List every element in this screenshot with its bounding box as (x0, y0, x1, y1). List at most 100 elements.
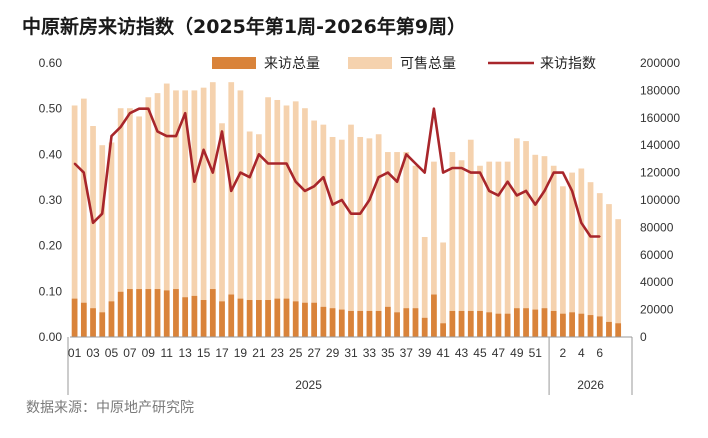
bar-visits-2025-51 (532, 309, 539, 337)
point-index-2025-32 (359, 212, 362, 215)
bar-visits-2025-14 (191, 295, 198, 337)
year-label-2025: 2025 (295, 378, 322, 392)
bar-visits-2025-34 (375, 310, 382, 337)
bar-inventory-2025-33 (366, 138, 373, 337)
bar-inventory-2025-26 (302, 108, 308, 338)
bar-visits-2025-25 (292, 301, 299, 337)
bar-inventory-2025-47 (495, 161, 502, 337)
legend-swatch-inventory (348, 57, 392, 69)
bar-inventory-2026-01 (550, 165, 557, 337)
chart-title: 中原新房来访指数（2025年第1周-2026年第9周） (22, 16, 467, 38)
bar-visits-2025-18 (228, 294, 235, 337)
point-index-2025-27 (313, 185, 316, 188)
point-index-2025-48 (506, 180, 509, 183)
x-tick-label: 33 (363, 346, 377, 360)
bar-visits-2025-22 (265, 300, 271, 337)
bar-visits-2025-46 (486, 312, 493, 337)
point-index-2025-12 (175, 135, 177, 137)
bar-inventory-2025-38 (412, 165, 419, 337)
point-index-2025-40 (433, 107, 435, 110)
bar-visits-2025-17 (219, 301, 225, 337)
x-tick-label: 19 (234, 346, 248, 360)
bar-inventory-2025-36 (394, 152, 400, 337)
y-left-tick-label: 0.10 (39, 284, 63, 298)
point-index-2025-51 (534, 203, 537, 206)
bar-inventory-2025-03 (90, 126, 96, 338)
bar-inventory-2025-20 (246, 131, 253, 337)
legend-label-index: 来访指数 (540, 56, 596, 72)
bar-visits-2025-04 (99, 312, 106, 337)
point-index-2025-09 (147, 107, 150, 110)
point-index-2025-33 (368, 199, 371, 201)
bar-visits-2025-48 (504, 313, 511, 337)
point-index-2025-36 (396, 180, 398, 183)
bar-inventory-2025-49 (513, 138, 520, 337)
bar-inventory-2025-24 (283, 105, 290, 337)
x-tick-label: 39 (418, 346, 432, 360)
bar-inventory-2025-18 (228, 82, 235, 338)
y-right-tick-label: 180000 (640, 83, 680, 97)
bar-inventory-2025-39 (421, 236, 428, 337)
bar-visits-2025-43 (458, 310, 465, 337)
bar-inventory-2025-23 (274, 99, 281, 338)
point-index-2025-10 (156, 130, 159, 133)
year-label-2026: 2026 (577, 378, 604, 392)
bar-inventory-2025-43 (458, 160, 465, 337)
bar-inventory-2026-03 (569, 172, 575, 337)
x-tick-label: 17 (215, 346, 229, 360)
bar-inventory-2025-37 (403, 152, 410, 337)
bar-inventory-2025-01 (71, 105, 78, 337)
bar-inventory-2025-41 (440, 242, 446, 337)
bar-inventory-2025-34 (375, 134, 382, 337)
y-right-tick-label: 40000 (640, 275, 674, 289)
bar-inventory-2025-46 (486, 161, 493, 337)
y-left-tick-label: 0.60 (39, 56, 63, 70)
point-index-2025-19 (239, 171, 242, 174)
x-tick-label: 07 (123, 346, 137, 360)
point-index-2025-08 (138, 107, 140, 110)
bar-visits-2025-38 (412, 308, 419, 337)
point-index-2025-15 (202, 148, 205, 151)
bar-visits-2025-05 (108, 301, 115, 337)
x-tick-label: 21 (252, 346, 266, 360)
y-right-tick-label: 200000 (640, 56, 680, 70)
y-right-tick-label: 100000 (640, 193, 680, 207)
point-index-2025-16 (211, 171, 214, 174)
bar-visits-2026-04 (578, 313, 585, 337)
bar-inventory-2025-48 (504, 161, 511, 337)
y-left-tick-label: 0.30 (39, 193, 63, 207)
point-index-2026-03 (571, 189, 574, 192)
bar-inventory-2025-12 (173, 90, 179, 338)
line-layer (73, 107, 601, 238)
point-index-2025-39 (423, 171, 426, 174)
y-right-tick-label: 120000 (640, 166, 680, 180)
y-left-tick-label: 0.50 (39, 102, 63, 116)
point-index-2025-06 (119, 126, 122, 128)
bar-visits-2026-08 (615, 323, 622, 337)
bar-visits-2025-49 (513, 308, 520, 337)
bar-inventory-2025-50 (523, 141, 529, 337)
bar-inventory-2025-22 (265, 97, 271, 337)
bar-inventory-2025-02 (80, 98, 87, 338)
point-index-2025-35 (386, 171, 389, 174)
bar-visits-2025-12 (173, 289, 179, 337)
point-index-2025-52 (543, 189, 546, 192)
bar-inventory-2025-09 (145, 97, 152, 337)
point-index-2025-37 (405, 153, 408, 156)
bar-visits-2025-47 (495, 313, 502, 337)
bar-visits-2025-42 (449, 310, 456, 337)
bar-visits-2025-15 (200, 300, 207, 337)
bar-visits-2025-03 (90, 308, 96, 337)
bar-inventory-2025-27 (311, 120, 318, 337)
x-tick-label: 15 (197, 346, 211, 360)
bar-visits-2025-20 (246, 300, 253, 337)
legend-swatch-visits (212, 57, 256, 69)
x-tick-label: 35 (381, 346, 395, 360)
bar-visits-2025-28 (320, 306, 327, 337)
bar-visits-2025-50 (523, 308, 529, 337)
bar-visits-2025-08 (136, 289, 142, 337)
point-index-2025-07 (128, 112, 131, 115)
bar-visits-2025-44 (467, 310, 474, 337)
bar-visits-2025-29 (329, 308, 336, 337)
bar-inventory-2026-08 (615, 219, 622, 337)
